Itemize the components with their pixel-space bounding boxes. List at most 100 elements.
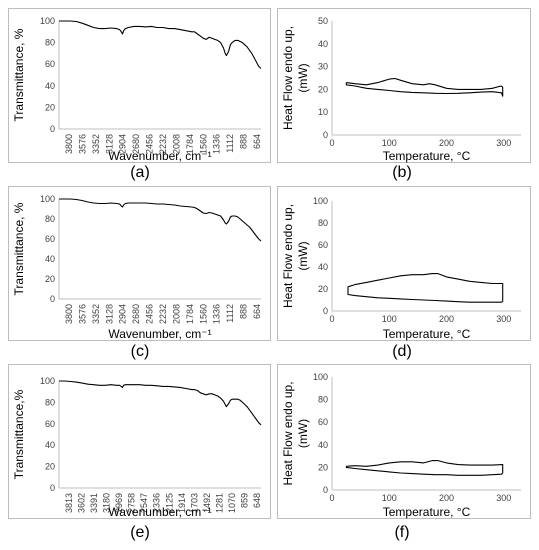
y-tick-label: 40: [45, 440, 55, 450]
x-tick-label: 3800: [64, 304, 74, 324]
x-tick-label: 648: [252, 493, 262, 508]
x-tick-label: 888: [239, 134, 249, 149]
x-tick-label: 200: [439, 493, 454, 503]
y-tick-label: 20: [318, 84, 328, 94]
x-tick-label: 2969: [114, 493, 124, 513]
x-tick-label: 1914: [177, 493, 187, 513]
caption-f: (f): [394, 524, 410, 541]
y-tick-label: 20: [45, 102, 55, 112]
x-tick-label: 1336: [212, 304, 222, 324]
x-tick-label: 1281: [214, 493, 224, 513]
x-tick-label: 200: [439, 138, 454, 148]
series-line: [59, 198, 262, 242]
y-tick-label: 60: [45, 419, 55, 429]
chart-d: 0 20 40 60 80 100 0 100 200 300 Temperature, °C Hea…: [281, 196, 521, 341]
panel-a: 0 20 40 60 80 100 3800 3576 3352 3128 2904 2680 2456…: [8, 8, 271, 163]
x-tick-label: 1560: [198, 134, 208, 154]
y-tick-label: 60: [318, 240, 328, 250]
x-tick-label: 1784: [185, 134, 195, 154]
y-axis-label: Transmittance, %: [12, 28, 26, 121]
y-axis-label: Heat Flow endo up,: [281, 204, 295, 308]
y-tick-label: 40: [45, 81, 55, 91]
chart-c: 0 20 40 60 80 100 3800 3576 3352 3128 2904 2680 2456…: [12, 194, 262, 341]
panel-b: 0 10 20 30 40 50 0 100 200 300 Temperature, °C Heat…: [277, 8, 531, 163]
x-tick-label: 2904: [118, 134, 128, 154]
y-tick-label: 50: [318, 16, 328, 26]
x-tick-label: 888: [239, 304, 249, 319]
y-tick-label: 30: [318, 62, 328, 72]
x-tick-label: 3602: [77, 493, 87, 513]
x-tick-label: 1112: [225, 304, 235, 323]
series-line: [347, 273, 504, 303]
x-tick-label: 664: [252, 134, 262, 149]
x-tick-label: 200: [439, 314, 454, 324]
y-tick-label: 20: [318, 462, 328, 472]
series-line: [59, 20, 262, 69]
y-tick-label: 80: [318, 395, 328, 405]
x-axis-label: Temperature, °C: [383, 327, 471, 341]
x-tick-label: 3800: [64, 134, 74, 154]
x-tick-label: 3576: [77, 304, 87, 324]
panel-e: 0 20 40 60 80 100 3813 3602 3391 3180 2969 2758 2547…: [8, 364, 271, 519]
x-tick-label: 2125: [164, 493, 174, 513]
caption-a: (a): [130, 164, 150, 181]
x-axis-label: Temperature, °C: [383, 505, 471, 519]
x-axis-label: Temperature, °C: [383, 149, 471, 163]
x-tick-label: 3352: [91, 304, 101, 324]
x-tick-label: 1560: [198, 304, 208, 324]
y-tick-label: 0: [50, 483, 55, 493]
y-tick-label: 40: [318, 440, 328, 450]
y-tick-label: 40: [45, 254, 55, 264]
y-axis-label-unit: (mW): [296, 419, 310, 448]
x-tick-label: 3128: [104, 134, 114, 154]
panel-d: 0 20 40 60 80 100 0 100 200 300 Temperature, °C Hea…: [277, 186, 531, 341]
x-tick-label: 859: [239, 493, 249, 508]
y-tick-label: 100: [40, 194, 55, 204]
x-tick-label: 0: [329, 314, 334, 324]
panel-c: 0 20 40 60 80 100 3800 3576 3352 3128 2904 2680 2456…: [8, 186, 271, 341]
x-tick-label: 2336: [152, 493, 162, 513]
x-tick-label: 100: [382, 138, 397, 148]
y-tick-label: 0: [323, 130, 328, 140]
series-line: [345, 77, 504, 97]
chart-e: 0 20 40 60 80 100 3813 3602 3391 3180 2969 2758 2547…: [12, 376, 262, 519]
x-axis-label: Wavenumber, cm⁻¹: [108, 327, 211, 341]
x-tick-label: 1492: [202, 493, 212, 513]
y-tick-label: 0: [50, 124, 55, 134]
y-axis-label-unit: (mW): [296, 241, 310, 270]
y-axis-label: Transmittance,%: [12, 389, 26, 479]
x-tick-label: 0: [329, 138, 334, 148]
x-tick-label: 2456: [145, 134, 155, 154]
x-tick-label: 2008: [171, 134, 181, 154]
y-tick-label: 100: [313, 196, 328, 206]
chart-f: 0 20 40 60 80 100 0 100 200 300 Temperature, °C Hea…: [281, 372, 521, 519]
series-line: [59, 380, 262, 426]
y-tick-label: 100: [313, 372, 328, 382]
x-tick-label: 2008: [171, 304, 181, 324]
y-axis-label: Heat Flow endo up,: [281, 381, 295, 485]
y-tick-label: 100: [40, 16, 55, 26]
y-tick-label: 20: [45, 274, 55, 284]
y-tick-label: 20: [318, 284, 328, 294]
x-tick-label: 100: [382, 493, 397, 503]
y-tick-label: 80: [45, 397, 55, 407]
x-tick-label: 2758: [127, 493, 137, 513]
x-tick-label: 3813: [64, 493, 74, 513]
y-tick-label: 0: [323, 485, 328, 495]
panel-f: 0 20 40 60 80 100 0 100 200 300 Temperature, °C Hea…: [277, 364, 531, 519]
y-axis-label-unit: (mW): [296, 63, 310, 92]
x-tick-label: 2232: [158, 304, 168, 324]
y-tick-label: 60: [45, 234, 55, 244]
x-tick-label: 2680: [131, 304, 141, 324]
x-axis-label: Wavenumber, cm⁻¹: [108, 505, 211, 519]
x-tick-label: 3180: [102, 493, 112, 513]
x-tick-label: 1784: [185, 304, 195, 324]
x-tick-label: 3391: [89, 493, 99, 513]
x-tick-label: 2232: [158, 134, 168, 154]
y-tick-label: 80: [45, 214, 55, 224]
y-tick-label: 100: [40, 376, 55, 386]
x-tick-label: 0: [329, 493, 334, 503]
y-tick-label: 0: [323, 306, 328, 316]
x-tick-label: 300: [496, 138, 511, 148]
y-tick-label: 60: [318, 417, 328, 427]
